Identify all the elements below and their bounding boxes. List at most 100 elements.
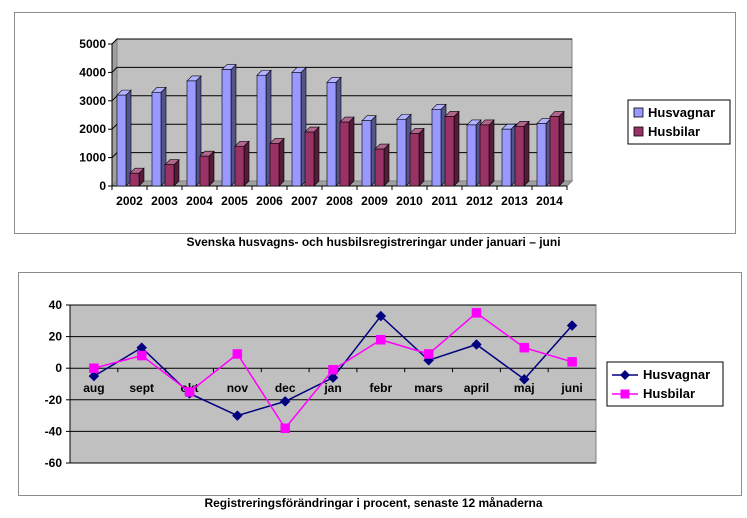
gridline-side xyxy=(111,67,118,73)
y-tick-label: 20 xyxy=(49,330,63,344)
bar-husbilar-2002 xyxy=(129,167,145,187)
bar-front xyxy=(304,131,315,187)
point-husbilar-febr xyxy=(376,335,386,345)
bar-front xyxy=(396,118,407,187)
y-tick-label: 5000 xyxy=(79,37,106,51)
legend-swatch-husbilar xyxy=(633,126,644,137)
bar-husbilar-2007 xyxy=(304,126,320,187)
bar-side xyxy=(453,110,460,187)
bar-front xyxy=(361,120,372,187)
point-husbilar-nov xyxy=(232,349,243,359)
line-chart-caption: Registreringsförändringar i procent, sen… xyxy=(204,496,543,510)
bar-side xyxy=(523,120,530,187)
legend-label-husvagnar: Husvagnar xyxy=(643,367,710,382)
legend-box xyxy=(627,99,731,145)
y-tick-label: 0 xyxy=(55,361,62,375)
bar-front xyxy=(221,69,232,187)
bar-husbilar-2003 xyxy=(164,158,180,187)
x-tick-label: 2003 xyxy=(151,194,178,208)
bar-front xyxy=(116,94,127,187)
x-tick-label: febr xyxy=(369,381,392,395)
legend-label-husvagnar: Husvagnar xyxy=(648,105,715,120)
bar-husbilar-2006 xyxy=(269,137,285,187)
y-tick-label: -40 xyxy=(45,424,63,438)
bar-side xyxy=(558,110,565,187)
bar-front xyxy=(164,164,175,187)
point-husvagnar-dec xyxy=(279,396,291,407)
legend-label-husbilar: Husbilar xyxy=(648,124,700,139)
bar-front xyxy=(256,74,267,187)
bar-front xyxy=(374,148,385,187)
bar-side xyxy=(418,127,425,187)
bar-husbilar-2010 xyxy=(409,127,425,187)
bar-husbilar-2013 xyxy=(514,120,530,187)
bar-front xyxy=(269,143,280,187)
legend-swatch-husvagnar xyxy=(633,107,644,118)
point-husvagnar-jan xyxy=(327,372,339,384)
x-tick-label: sept xyxy=(129,381,154,395)
x-tick-label: 2004 xyxy=(186,194,213,208)
bar-husvagnar-2012 xyxy=(466,119,482,187)
legend-box xyxy=(606,361,724,407)
x-tick-label: 2002 xyxy=(116,194,143,208)
bar-side xyxy=(313,126,320,187)
gridline-side xyxy=(111,95,118,102)
point-husbilar-april xyxy=(471,308,482,318)
bar-husvagnar-2013 xyxy=(501,123,517,187)
bar-front xyxy=(339,121,350,187)
bar-chart-caption: Svenska husvagns- och husbilsregistrerin… xyxy=(186,235,561,249)
x-tick-label: 2012 xyxy=(466,194,493,208)
bar-front xyxy=(234,145,245,187)
point-husbilar-mars xyxy=(423,349,434,359)
point-husbilar-maj xyxy=(519,342,530,353)
bar-front xyxy=(291,72,302,187)
x-tick-label: dec xyxy=(275,381,296,395)
y-tick-label: 1000 xyxy=(79,151,106,165)
y-tick-label: 0 xyxy=(99,179,106,193)
bar-husvagnar-2003 xyxy=(151,86,167,187)
point-husbilar-aug xyxy=(89,363,99,373)
gridline-side xyxy=(111,123,118,130)
bar-front xyxy=(151,91,162,187)
bar-husbilar-2005 xyxy=(234,140,250,187)
bar-front xyxy=(536,123,547,187)
bar-front xyxy=(326,82,337,187)
bar-front xyxy=(444,116,455,187)
gridline-side xyxy=(111,152,118,158)
plot-side-wall xyxy=(111,37,118,188)
bar-husbilar-2004 xyxy=(199,150,215,187)
y-tick-label: 40 xyxy=(49,298,63,312)
legend-label-husbilar: Husbilar xyxy=(643,386,695,401)
x-tick-label: jan xyxy=(323,381,341,395)
bar-husvagnar-2008 xyxy=(326,76,342,187)
bar-side xyxy=(243,140,250,187)
point-husvagnar-april xyxy=(471,339,482,350)
bar-side xyxy=(383,143,390,187)
bar-front xyxy=(501,128,512,187)
point-husvagnar-febr xyxy=(375,310,387,322)
bar-side xyxy=(488,119,495,187)
bar-side xyxy=(348,116,355,187)
bar-husbilar-2014 xyxy=(549,110,565,187)
bar-front xyxy=(479,124,490,187)
bar-front xyxy=(466,124,477,187)
gridline-side xyxy=(111,38,118,45)
y-tick-label: 4000 xyxy=(79,65,106,79)
point-husbilar-juni xyxy=(567,357,577,367)
bar-front xyxy=(409,133,420,187)
x-tick-label: 2013 xyxy=(501,194,528,208)
y-tick-label: 2000 xyxy=(79,122,106,136)
point-husbilar-sept xyxy=(136,350,147,361)
x-tick-label: 2007 xyxy=(291,194,318,208)
bar-front xyxy=(199,155,210,187)
line-chart: -60-40-2002040augseptoktnovdecjanfebrmar… xyxy=(45,298,724,470)
bar-husvagnar-2009 xyxy=(361,114,377,187)
x-tick-label: 2014 xyxy=(536,194,563,208)
legend-marker-husbilar xyxy=(620,389,630,399)
bar-side xyxy=(125,89,132,187)
x-tick-label: aug xyxy=(83,381,104,395)
legend-marker-husvagnar xyxy=(620,370,630,380)
x-tick-label: 2005 xyxy=(221,194,248,208)
bar-husvagnar-2014 xyxy=(536,117,552,187)
point-husvagnar-juni xyxy=(566,320,578,331)
